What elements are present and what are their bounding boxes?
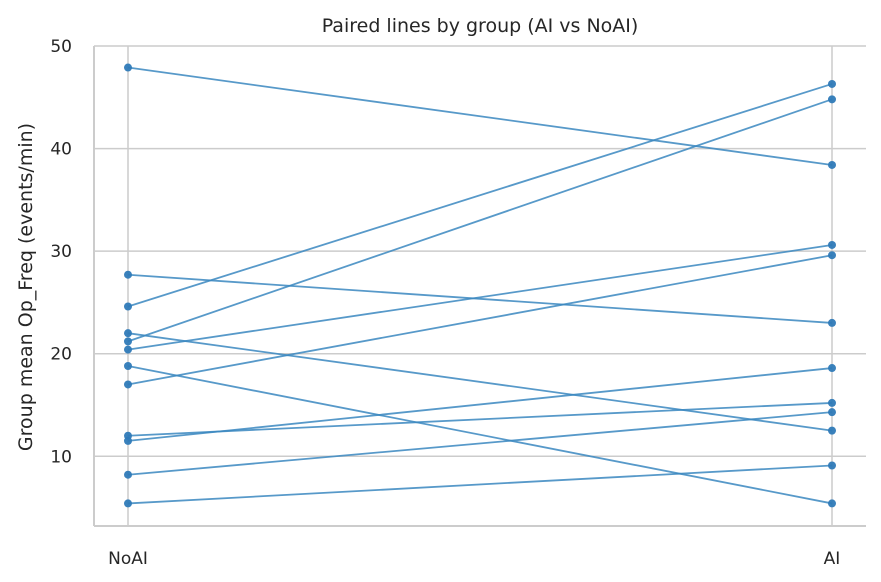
data-point [124,470,132,479]
y-tick-label: 20 [50,345,72,365]
data-point [828,426,836,435]
data-point [124,302,132,311]
data-point [828,499,836,508]
pair-line [127,411,833,476]
grid-layer [94,45,866,526]
data-point [124,63,132,72]
x-tick-label: NoAI [108,549,148,569]
x-tick-label: AI [824,549,841,569]
data-point [828,95,836,104]
pair-line [127,273,833,324]
y-tick-label: 10 [50,447,72,467]
pair-line [127,402,833,437]
data-point [828,79,836,88]
data-point [124,337,132,346]
pair-line [127,98,833,343]
chart-title: Paired lines by group (AI vs NoAI) [322,15,639,37]
data-point [828,408,836,417]
pair-line [127,254,833,386]
data-point [124,270,132,279]
pair-line [127,244,833,351]
pair-line [127,332,833,432]
data-point [828,318,836,327]
data-point [828,251,836,260]
pair-line [127,367,833,442]
series-layer [124,63,836,508]
pair-line [127,83,833,308]
y-tick-label: 50 [50,37,72,57]
y-tick-label: 40 [50,140,72,160]
pair-line [127,66,833,166]
data-point [124,345,132,354]
data-point [828,160,836,169]
data-point [124,329,132,338]
pair-line [127,464,833,505]
data-point [828,364,836,373]
y-tick-label: 30 [50,242,72,262]
y-axis-label: Group mean Op_Freq (events/min) [15,123,37,451]
data-point [124,362,132,370]
pair-line [127,365,833,505]
data-point [124,380,132,389]
data-point [828,240,836,249]
data-point [828,398,836,407]
axis-layer: 10 20 30 40 50 NoAI AI [50,37,866,569]
data-point [124,499,132,508]
data-point [828,461,836,470]
data-point [124,436,132,445]
